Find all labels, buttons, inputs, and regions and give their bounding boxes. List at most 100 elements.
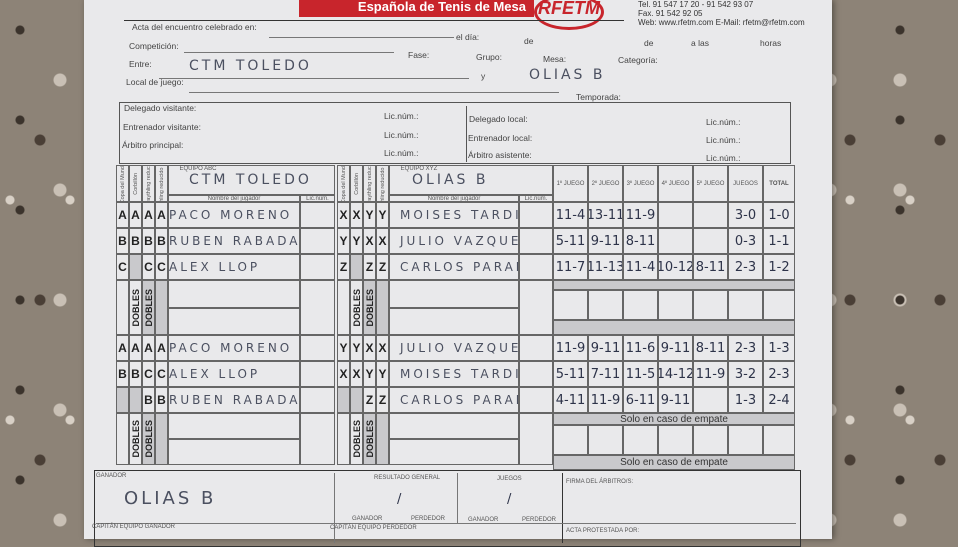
dobles-name (168, 439, 300, 465)
tiebreak-score (693, 425, 728, 455)
team-letter: X (337, 361, 350, 387)
juegos-score-text: 2-3 (734, 340, 757, 356)
team-letter-text: Y (365, 367, 374, 381)
team-letter: C (155, 254, 168, 280)
doubles-score (693, 290, 728, 320)
team-letter: C (142, 254, 155, 280)
team-letter: B (155, 387, 168, 413)
game-score-text: 9-11 (660, 392, 691, 408)
team-letter: A (129, 335, 142, 361)
license-cell (300, 254, 335, 280)
nombre-header-text: Nombre del jugador (427, 195, 481, 202)
game-score-text: 5-11 (555, 233, 586, 249)
empate-band-1: Solo en caso de empate (553, 413, 795, 425)
ganador-sub: GANADOR (352, 516, 383, 522)
game-score-text: 13-11 (588, 207, 623, 223)
team-letter: Y (376, 202, 389, 228)
player-name-text: CARLOS PARAMO (400, 393, 518, 407)
player-name: PACO MORENO (168, 335, 300, 361)
equipo-xyz-label-text: EQUIPO XYZ (400, 166, 438, 172)
dobles-label: DOBLES (363, 413, 376, 465)
game-score-text: 8-11 (625, 233, 656, 249)
team-letter: B (155, 228, 168, 254)
game-score: 9-11 (588, 335, 623, 361)
license-cell (519, 254, 553, 280)
officials-box (119, 102, 791, 164)
tiebreak-score (658, 425, 693, 455)
dobles-label-text: DOBLES (143, 420, 154, 458)
game-score-text: 11-9 (695, 366, 726, 382)
phone-text: Tel. 91 547 17 20 - 91 542 93 07 (638, 0, 754, 9)
team-letter: Z (337, 254, 350, 280)
team-letter: Y (350, 228, 363, 254)
dobles-name (389, 280, 519, 308)
lic-label: Lic.núm.: (384, 148, 419, 158)
game-score: 11-7 (553, 254, 588, 280)
team-letter: X (337, 202, 350, 228)
perdedor-sub: PERDEDOR (411, 516, 446, 522)
dobles-label-text: DOBLES (143, 288, 154, 327)
player-name-text: PACO MORENO (169, 341, 293, 355)
team-letter-text: A (144, 341, 153, 355)
team-letter: Z (363, 387, 376, 413)
team-letter-text: X (378, 234, 387, 248)
juegos-score-text: 1-3 (734, 392, 757, 408)
team-letter-text: Y (352, 341, 361, 355)
team-letter-text: Y (378, 367, 387, 381)
team-letter (350, 254, 363, 280)
team-letter-text: B (144, 234, 153, 248)
game-score: 13-11 (588, 202, 623, 228)
column-header-right-text: Swaythling reducido modif. (379, 165, 386, 202)
player-name-text: JULIO VAZQUEZ (400, 234, 518, 248)
game-header: 1º JUEGO (553, 165, 588, 202)
team-letter: Y (337, 335, 350, 361)
player-name-text: ALEX LLOP (169, 367, 261, 381)
dobles-cell (116, 280, 129, 335)
team-letter-text: X (365, 341, 374, 355)
game-score-text: 9-11 (590, 233, 621, 249)
total-score-text: 2-3 (768, 366, 790, 382)
team-visitor-handwritten: OLIAS B (529, 67, 606, 83)
team-letter: Y (363, 361, 376, 387)
team-letter: X (376, 228, 389, 254)
license-cell (519, 228, 553, 254)
team-letter: B (142, 387, 155, 413)
doubles-score (553, 290, 588, 320)
equipo-abc-label-text: EQUIPO ABC (179, 166, 217, 172)
game-score-text: 8-11 (695, 259, 726, 275)
juegos-score-text: 3-2 (734, 366, 757, 382)
team-letter: Z (363, 254, 376, 280)
team-letter-text: Z (378, 393, 387, 407)
resultado-slash: / (397, 492, 402, 507)
team-abc-cell-text: CTM TOLEDO (189, 172, 312, 188)
column-header-left: Swaythling reducido (142, 165, 155, 202)
team-letter-text: Y (365, 208, 374, 222)
team-letter: C (142, 361, 155, 387)
lic-header-text: Lic.núm. (524, 195, 548, 202)
team-letter-text: B (118, 367, 127, 381)
dobles-label: DOBLES (350, 413, 363, 465)
dobles-label-text: DOBLES (351, 420, 362, 458)
player-name-text: ALEX LLOP (169, 260, 261, 274)
license-cell (300, 387, 335, 413)
player-name: RUBEN RABADAN (168, 228, 300, 254)
team-letter: C (116, 254, 129, 280)
dobles-label-text: DOBLES (130, 288, 141, 327)
game-header: 2º JUEGO (588, 165, 623, 202)
team-letter: B (116, 361, 129, 387)
player-name: JULIO VAZQUEZ (389, 335, 519, 361)
alas-label: a las (691, 38, 709, 48)
juegos-score: 1-3 (728, 387, 763, 413)
game-score-text: 11-6 (625, 340, 656, 356)
rfetm-logo: RFETM (534, 0, 604, 30)
empate-band-2: Solo en caso de empate (553, 455, 795, 470)
team-letter: X (376, 335, 389, 361)
ganador-sub: GANADOR (468, 517, 499, 523)
column-header-right: Swaythling reducido modif. (376, 165, 389, 202)
total-score: 1-1 (763, 228, 795, 254)
team-letter-text: B (157, 234, 166, 248)
game-score (658, 228, 693, 254)
team-letter-text: B (157, 393, 166, 407)
team-letter-text: A (144, 208, 153, 222)
separator-band (553, 320, 795, 335)
